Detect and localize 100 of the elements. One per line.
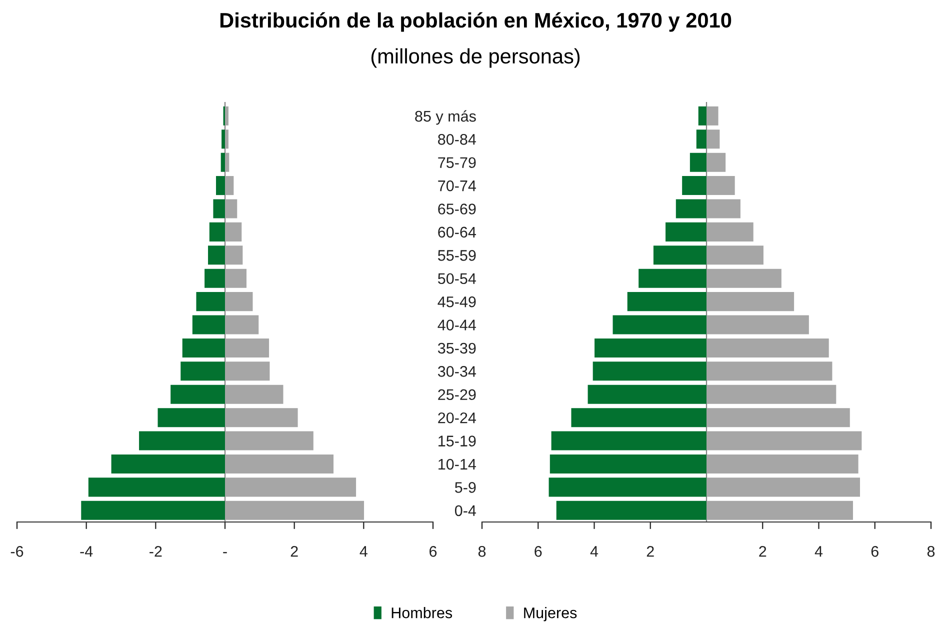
bar: [706, 362, 832, 381]
bar: [111, 454, 225, 474]
y-tick-label: 0-4: [454, 505, 476, 516]
bar: [216, 176, 225, 196]
bar: [88, 478, 225, 497]
bar: [551, 431, 706, 450]
bar: [706, 338, 829, 358]
x-tick-label: 4: [590, 546, 598, 557]
bar: [556, 500, 706, 520]
bar: [170, 384, 225, 404]
bar: [204, 268, 225, 288]
x-tick-label: 6: [534, 546, 542, 557]
bar: [222, 130, 225, 149]
bar: [225, 176, 234, 196]
bar: [139, 431, 225, 450]
x-tick-label: 6: [430, 546, 437, 557]
text: (millones de personas): [371, 48, 580, 68]
bar: [225, 384, 284, 404]
bar: [706, 500, 853, 520]
bar: [706, 315, 809, 334]
bar: [594, 338, 706, 358]
bar: [638, 268, 706, 288]
bar: [706, 152, 726, 172]
y-tick-label: 20-24: [438, 412, 476, 424]
y-tick-label: 70-74: [438, 180, 476, 192]
bar: [706, 431, 862, 450]
y-tick-label: 75-79: [438, 157, 476, 168]
y-tick-label: 45-49: [438, 296, 476, 308]
y-tick-label: 50-54: [438, 273, 476, 284]
y-tick-label: 35-39: [438, 342, 476, 354]
y-tick-label: 80-84: [438, 134, 476, 145]
x-tick-label: 8: [927, 546, 935, 557]
bar: [653, 246, 706, 265]
bar: [225, 478, 356, 497]
y-tick-label: 40-44: [438, 320, 476, 330]
bar: [225, 338, 270, 358]
bar: [196, 292, 225, 312]
bar: [209, 222, 225, 242]
bar: [571, 408, 706, 428]
y-tick-label: 30-34: [438, 366, 476, 377]
bar: [225, 431, 314, 450]
y-tick-label: 85 y más: [415, 110, 476, 125]
bar: [550, 454, 706, 474]
bar: [548, 478, 706, 497]
bar: [225, 199, 238, 218]
bar: [225, 268, 246, 288]
bar: [208, 246, 225, 265]
bar: [706, 106, 718, 126]
bar: [706, 199, 740, 218]
legend-label: Mujeres: [524, 607, 577, 622]
y-tick-label: 15-19: [438, 436, 476, 446]
bar: [706, 478, 860, 497]
bar: [220, 152, 225, 172]
bar: [612, 315, 706, 334]
bar: [706, 408, 850, 428]
bar: [698, 106, 706, 126]
bar: [81, 500, 225, 520]
bar: [706, 292, 794, 312]
bar: [225, 315, 259, 334]
bar: [696, 130, 706, 149]
y-tick-label: 65-69: [438, 204, 476, 214]
x-tick-label: 4: [360, 546, 368, 557]
bar: [225, 292, 253, 312]
legend-label: Hombres: [392, 607, 452, 618]
bar: [225, 222, 242, 242]
bar: [690, 152, 706, 172]
x-tick-label: 2: [759, 546, 766, 557]
x-tick-label: -: [223, 552, 227, 554]
bar: [225, 408, 298, 428]
bar: [706, 384, 836, 404]
bar: [180, 362, 225, 381]
bar: [706, 268, 782, 288]
x-tick-label: 6: [871, 546, 878, 557]
bar: [706, 176, 735, 196]
bar: [676, 199, 706, 218]
x-tick-label: -2: [150, 546, 162, 557]
bar: [182, 338, 225, 358]
bar: [225, 106, 228, 126]
bar: [192, 315, 225, 334]
bar: [706, 246, 764, 265]
x-tick-label: -4: [80, 546, 93, 557]
y-tick-label: 5-9: [454, 482, 476, 493]
bar: [682, 176, 706, 196]
text: Distribución de la población en México, 1970 y 2010: [220, 12, 732, 32]
bar: [225, 454, 334, 474]
x-tick-label: 4: [814, 546, 823, 557]
bar: [588, 384, 706, 404]
bar: [158, 408, 225, 428]
bar: [225, 362, 270, 381]
bar: [213, 199, 225, 218]
x-tick-label: 2: [646, 546, 654, 557]
bar: [706, 130, 720, 149]
y-tick-label: 10-14: [438, 458, 476, 470]
bar: [706, 222, 754, 242]
bar: [706, 454, 858, 474]
bar: [225, 246, 243, 265]
x-tick-label: -6: [10, 546, 24, 557]
y-tick-label: 60-64: [438, 226, 476, 238]
bar: [225, 152, 230, 172]
bar: [225, 500, 364, 520]
